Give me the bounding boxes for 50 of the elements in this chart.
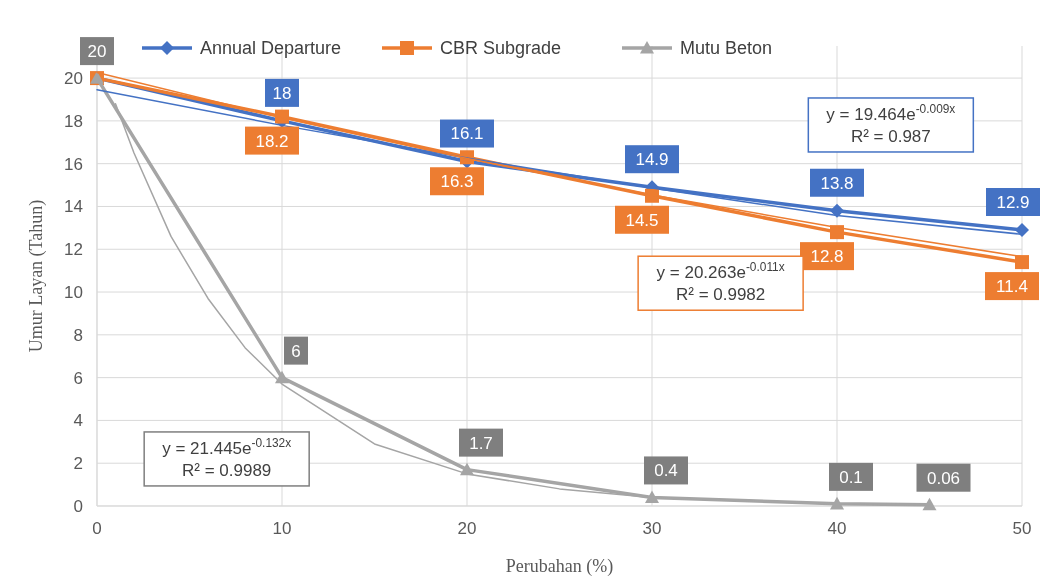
y-tick-label: 20 (64, 69, 83, 89)
point (830, 225, 844, 240)
data-label: 0.4 (654, 461, 678, 481)
y-tick-label: 0 (73, 496, 83, 516)
y-tick-label: 12 (64, 240, 83, 260)
data-label: 18 (272, 83, 292, 103)
x-tick-label: 50 (1012, 519, 1032, 538)
data-label: 14.9 (635, 150, 669, 170)
x-tick-label: 30 (642, 519, 662, 538)
data-label: 11.4 (996, 277, 1028, 297)
annotation: y = 20.263e$^{-0.011x}$ R² = 0.9982 (656, 260, 785, 305)
equation-box: y = 21.445e$^{-0.132x}$ R² = 0.9989 (143, 431, 310, 487)
data-label: 12.9 (996, 192, 1030, 212)
y-tick-label: 16 (64, 154, 83, 174)
data-label: 13.8 (820, 173, 854, 193)
y-axis-title: Umur Layan (Tahun) (26, 199, 47, 353)
y-tick-label: 14 (64, 197, 83, 217)
annotation: y = 21.445e$^{-0.132x}$ R² = 0.9989 (162, 435, 292, 480)
point (830, 203, 844, 218)
point (1015, 223, 1029, 237)
point (1015, 255, 1029, 270)
y-tick-label: 10 (64, 283, 83, 302)
x-tick-label: 10 (272, 519, 292, 538)
data-label: 20 (87, 42, 107, 62)
x-tick-label: 0 (92, 519, 102, 538)
data-label: 16.1 (450, 124, 484, 144)
y-tick-label: 8 (73, 325, 83, 345)
y-tick-label: 4 (73, 411, 83, 431)
data-label: 16.3 (440, 172, 474, 192)
data-label: 6 (291, 341, 301, 361)
legend-label: Mutu Beton (680, 38, 773, 59)
annotation: y = 19.464e$^{-0.009x}$ R² = 0.987 (826, 101, 956, 146)
equation-box: y = 20.263e$^{-0.011x}$ R² = 0.9982 (637, 255, 804, 311)
data-label: 0.06 (926, 468, 961, 488)
x-axis-title: Perubahan (%) (505, 556, 614, 577)
legend-label: Annual Departure (200, 38, 342, 59)
data-label: 18.2 (255, 131, 289, 151)
data-label: 12.8 (810, 247, 844, 267)
y-tick-label: 2 (73, 454, 83, 474)
legend-label: CBR Subgrade (440, 38, 562, 59)
point (645, 490, 659, 504)
data-label: 0.1 (839, 467, 863, 487)
x-tick-label: 40 (827, 519, 847, 538)
point (922, 497, 937, 511)
y-tick-label: 18 (64, 111, 83, 131)
equation-box: y = 19.464e$^{-0.009x}$ R² = 0.987 (807, 97, 975, 153)
x-tick-label: 20 (457, 519, 477, 538)
data-label: 14.5 (625, 210, 659, 230)
data-label: 1.7 (469, 433, 493, 453)
y-tick-label: 6 (73, 368, 83, 388)
